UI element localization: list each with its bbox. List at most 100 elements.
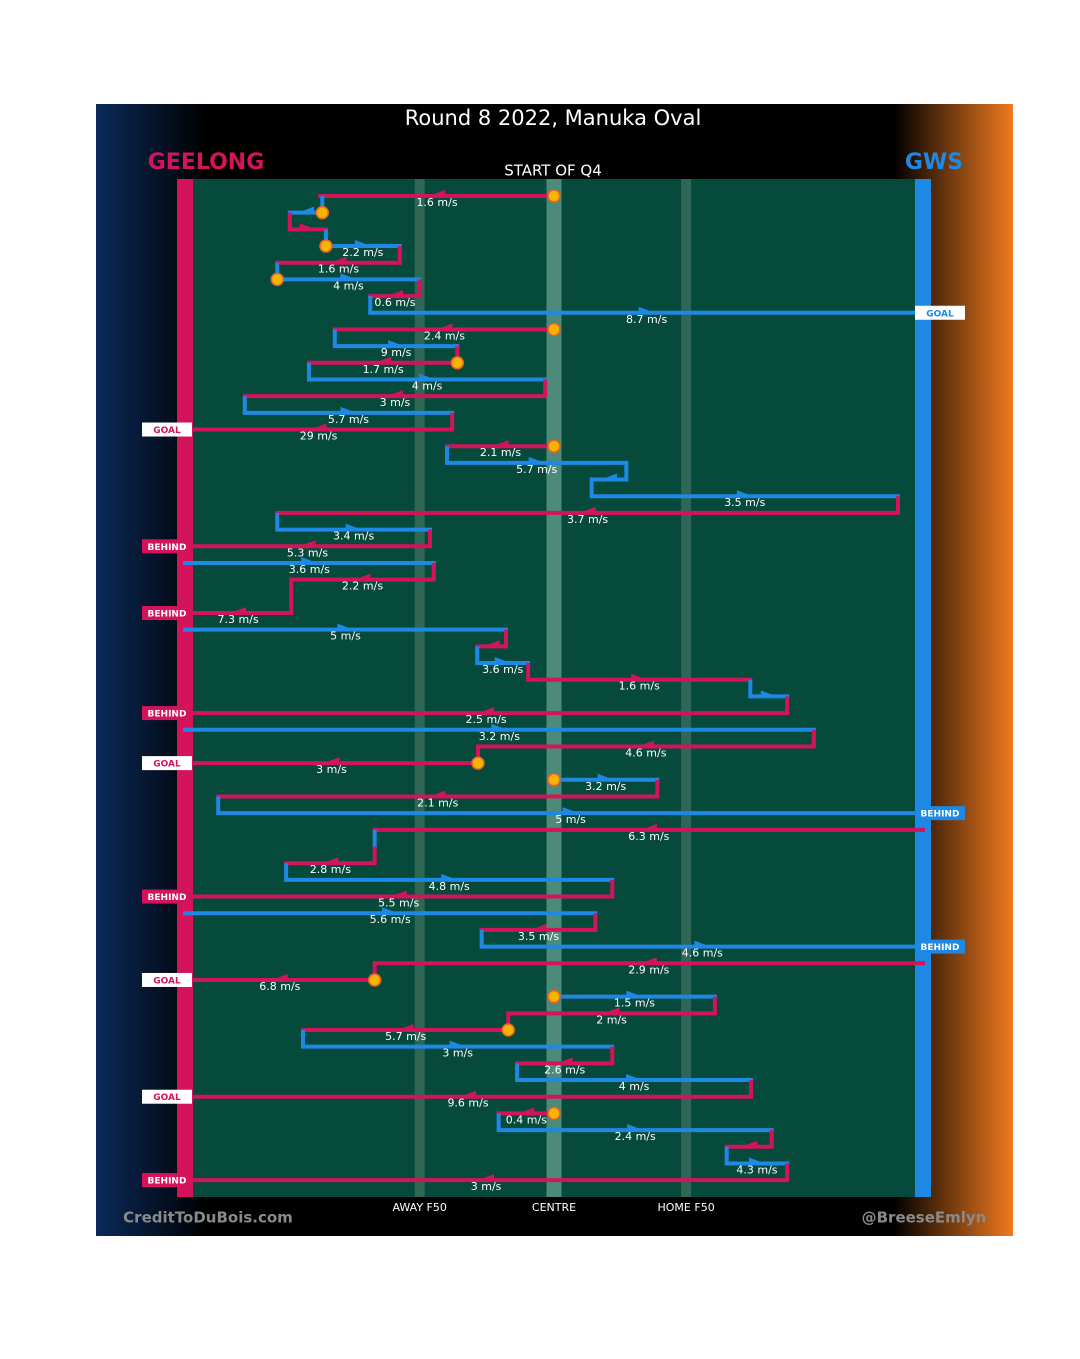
speed-label: 6.3 m/s	[628, 830, 669, 843]
turnover-dot	[367, 973, 382, 987]
result-label: GOAL	[153, 976, 181, 986]
direction-arrow	[298, 206, 315, 214]
speed-label: 2.2 m/s	[342, 246, 383, 259]
result-label: GOAL	[153, 426, 181, 436]
field-label: HOME F50	[658, 1201, 715, 1214]
turnover-dot	[547, 773, 561, 787]
credit: CreditToDuBois.com	[123, 1209, 293, 1227]
credit: @BreeseEmlyn	[862, 1209, 987, 1227]
direction-arrow	[640, 823, 657, 831]
speed-label: 2.6 m/s	[544, 1063, 585, 1076]
direction-arrow	[323, 757, 340, 765]
team-name: GEELONG	[148, 150, 265, 175]
speed-label: 5.7 m/s	[385, 1030, 426, 1043]
speed-label: 5.6 m/s	[370, 913, 411, 926]
speed-label: 8.7 m/s	[626, 313, 667, 326]
direction-arrow	[337, 623, 354, 631]
speed-label: 2.2 m/s	[342, 580, 383, 593]
speed-label: 2.4 m/s	[424, 329, 465, 342]
direction-arrow	[492, 440, 509, 448]
result-box	[915, 939, 965, 954]
field-line	[414, 179, 425, 1197]
field-line	[546, 179, 562, 1197]
speed-label: 5.7 m/s	[516, 463, 557, 476]
direction-arrow	[310, 423, 327, 431]
subtitle: START OF Q4	[504, 162, 602, 180]
direction-arrow	[741, 1140, 758, 1148]
speed-label: 9 m/s	[381, 346, 412, 359]
speed-label: 1.6 m/s	[318, 263, 359, 276]
result-box	[142, 706, 192, 721]
result-label: BEHIND	[148, 710, 187, 720]
direction-arrow	[494, 657, 511, 665]
result-label: BEHIND	[921, 943, 960, 953]
speed-label: 1.5 m/s	[614, 997, 655, 1010]
speed-label: 2.1 m/s	[417, 796, 458, 809]
direction-arrow	[600, 473, 617, 481]
direction-arrow	[354, 240, 371, 248]
goal-post	[177, 179, 193, 1197]
result-label: GOAL	[153, 1093, 181, 1103]
direction-arrow	[518, 1107, 535, 1115]
result-box	[142, 539, 192, 554]
speed-label: 1.6 m/s	[619, 680, 660, 693]
direction-arrow	[491, 723, 508, 731]
direction-arrow	[760, 690, 777, 698]
speed-label: 4.6 m/s	[682, 947, 723, 960]
direction-arrow	[340, 273, 357, 281]
result-box	[142, 756, 192, 771]
direction-arrow	[562, 807, 579, 815]
field-label: AWAY F50	[392, 1201, 446, 1214]
turnover-dot	[547, 189, 561, 203]
speed-label: 1.6 m/s	[416, 196, 457, 209]
speed-label: 3 m/s	[316, 763, 347, 776]
speed-label: 5.5 m/s	[378, 897, 419, 910]
turnover-dot	[547, 322, 561, 337]
speed-label: 4.6 m/s	[625, 746, 666, 759]
direction-arrow	[478, 1174, 495, 1182]
direction-arrow	[419, 373, 436, 381]
direction-arrow	[694, 940, 711, 948]
result-box	[915, 305, 965, 320]
speed-label: 3.6 m/s	[289, 563, 330, 576]
speed-label: 3 m/s	[471, 1180, 502, 1193]
speed-label: 0.6 m/s	[374, 296, 415, 309]
speed-label: 3.7 m/s	[567, 513, 608, 526]
speed-label: 2.5 m/s	[466, 713, 507, 726]
direction-arrow	[429, 790, 446, 798]
turnover-dot	[450, 356, 465, 370]
direction-arrow	[388, 340, 405, 348]
direction-arrow	[597, 773, 614, 781]
speed-label: 5 m/s	[555, 813, 586, 826]
speed-label: 2.9 m/s	[628, 963, 669, 976]
title: Round 8 2022, Manuka Oval	[405, 106, 702, 130]
speed-label: 2.4 m/s	[615, 1130, 656, 1143]
speed-label: 3.4 m/s	[333, 530, 374, 543]
direction-arrow	[528, 456, 545, 464]
speed-label: 2.8 m/s	[310, 863, 351, 876]
field-line	[681, 179, 692, 1197]
direction-arrow	[354, 573, 371, 581]
direction-arrow	[449, 1040, 466, 1048]
result-box	[142, 1089, 192, 1104]
turnover-dot	[471, 756, 485, 770]
direction-arrow	[271, 973, 288, 981]
result-label: BEHIND	[921, 810, 960, 820]
direction-arrow	[397, 1024, 414, 1031]
speed-label: 3.6 m/s	[482, 663, 523, 676]
direction-arrow	[299, 223, 316, 231]
direction-arrow	[631, 673, 648, 681]
direction-arrow	[640, 957, 657, 965]
direction-arrow	[736, 490, 753, 498]
speed-label: 1.7 m/s	[363, 363, 404, 376]
direction-arrow	[230, 607, 247, 614]
result-label: BEHIND	[148, 610, 187, 620]
direction-arrow	[556, 1057, 573, 1065]
turnover-dot	[547, 439, 561, 453]
turnover-dot	[547, 989, 561, 1004]
result-box	[142, 972, 192, 987]
speed-label: 4.8 m/s	[429, 880, 470, 893]
speed-label: 4 m/s	[333, 279, 364, 292]
direction-arrow	[299, 540, 316, 548]
